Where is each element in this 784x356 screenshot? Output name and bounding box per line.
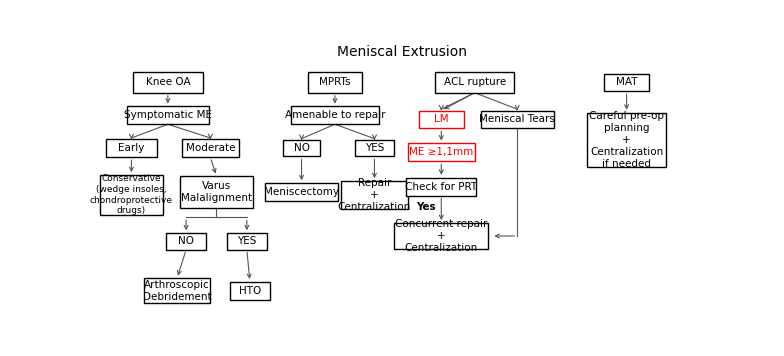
Text: Meniscal Tears: Meniscal Tears: [479, 115, 555, 125]
Text: Arthroscopic
Debridement: Arthroscopic Debridement: [143, 280, 212, 302]
Bar: [133, 72, 203, 93]
Text: MPRTs: MPRTs: [319, 78, 350, 88]
Bar: [291, 106, 379, 124]
Bar: [182, 139, 239, 157]
Bar: [406, 178, 476, 195]
Text: Knee OA: Knee OA: [146, 78, 191, 88]
Text: Conservative
(wedge insoles,
chondroprotective
drugs): Conservative (wedge insoles, chondroprot…: [90, 174, 173, 215]
Text: Concurrent repair
+
Centralization: Concurrent repair + Centralization: [395, 219, 488, 253]
Bar: [419, 111, 464, 129]
Text: Meniscectomy: Meniscectomy: [264, 187, 339, 197]
Bar: [481, 111, 554, 129]
Bar: [166, 233, 206, 250]
Text: Symptomatic ME: Symptomatic ME: [124, 110, 212, 120]
Bar: [408, 143, 474, 161]
Text: Repair
+
Centralization: Repair + Centralization: [338, 178, 411, 212]
Bar: [283, 140, 320, 157]
Bar: [341, 181, 408, 209]
Text: LM: LM: [434, 115, 448, 125]
Bar: [100, 175, 163, 215]
Text: NO: NO: [293, 143, 310, 153]
Bar: [227, 233, 267, 250]
Bar: [394, 223, 488, 249]
Text: Check for PRT: Check for PRT: [405, 182, 477, 192]
Bar: [180, 176, 253, 208]
Text: Yes: Yes: [416, 201, 436, 211]
Text: Careful pre-op
planning
+
Centralization
if needed: Careful pre-op planning + Centralization…: [589, 111, 664, 169]
Bar: [604, 74, 649, 91]
Text: ACL rupture: ACL rupture: [444, 78, 506, 88]
Text: Amenable to repair: Amenable to repair: [285, 110, 385, 120]
Text: Varus
Malalignment: Varus Malalignment: [181, 181, 252, 203]
Text: YES: YES: [365, 143, 384, 153]
Bar: [354, 140, 394, 157]
Bar: [587, 112, 666, 167]
Text: Moderate: Moderate: [186, 143, 235, 153]
Bar: [143, 278, 210, 303]
Bar: [307, 72, 362, 93]
Text: HTO: HTO: [239, 286, 261, 296]
Text: YES: YES: [238, 236, 256, 246]
Bar: [106, 139, 158, 157]
Bar: [435, 72, 514, 93]
Text: MAT: MAT: [616, 78, 637, 88]
Text: Meniscal Extrusion: Meniscal Extrusion: [337, 45, 466, 59]
Bar: [265, 183, 338, 201]
Text: NO: NO: [178, 236, 194, 246]
Text: ME ≥1,1mm: ME ≥1,1mm: [409, 147, 474, 157]
Bar: [127, 106, 209, 124]
Bar: [230, 282, 270, 300]
Text: Early: Early: [118, 143, 144, 153]
